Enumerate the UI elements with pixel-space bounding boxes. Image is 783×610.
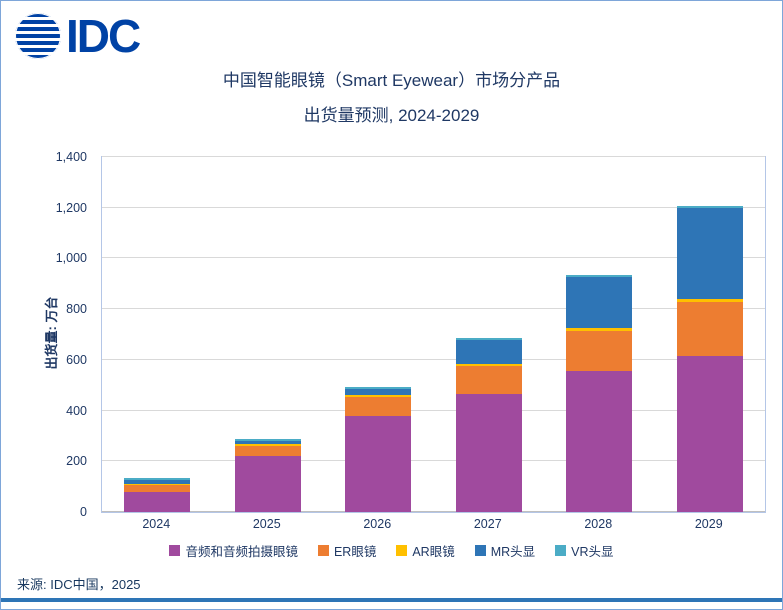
y-tick-label: 0 [80,505,87,519]
legend-swatch [169,544,181,556]
legend-item: 音频和音频拍摄眼镜 [169,541,298,560]
idc-logo-text: IDC [66,10,141,62]
chart-title-line1: 中国智能眼镜（Smart Eyewear）市场分产品 [222,71,561,90]
bar-segment [455,363,522,367]
y-tick-label: 200 [66,454,87,469]
bar-segment [124,483,191,486]
legend-swatch [396,544,408,556]
idc-logo: IDC [15,10,141,62]
bar-segment [124,491,191,512]
gridline [102,308,765,310]
bar-segment [345,396,412,416]
bar-segment [566,330,633,372]
x-tick-label: 2024 [142,517,171,531]
bar-segment [676,356,743,512]
bar-segment [455,338,522,340]
gridline [102,257,765,259]
y-tick-label: 800 [66,302,87,317]
legend-item: AR眼镜 [396,541,455,560]
bar-segment [234,456,301,512]
bar-segment [676,206,743,208]
legend-label: ER眼镜 [333,544,377,559]
source-note: 来源: IDC中国，2025 [17,577,141,592]
x-tick-label: 2029 [694,517,723,531]
y-tick-label: 400 [66,403,87,418]
y-axis-ticks: 0 200 400 600 800 1,000 1,200 1,400 [1,150,93,519]
gridline [102,511,765,512]
legend-item: ER眼镜 [317,541,377,560]
bar-segment [566,327,633,331]
bar-segment [234,439,301,441]
legend: 音频和音频拍摄眼镜 ER眼镜 AR眼镜 MR头显 VR头显 [1,541,782,559]
bar-segment [566,276,633,328]
bar-segment [345,389,412,395]
chart-title: 中国智能眼镜（Smart Eyewear）市场分产品 出货量预测, 2024-2… [1,63,782,133]
legend-swatch [317,544,329,556]
bar-segment [566,371,633,512]
bar-segment [455,366,522,395]
legend-label: MR头显 [490,544,536,559]
y-tick-label: 600 [66,352,87,367]
x-tick-label: 2025 [252,517,281,531]
gridline [102,206,765,208]
bar-segment [124,477,191,481]
x-tick-label: 2027 [473,517,502,531]
bar-segment [345,415,412,512]
bottom-accent-bar [1,598,782,602]
y-tick-label: 1,400 [55,150,87,164]
legend-item: VR头显 [555,541,614,560]
gridline [102,460,765,462]
gridline [102,156,765,157]
legend-swatch [474,544,486,556]
x-tick-label: 2028 [584,517,613,531]
x-axis-ticks: 2024 2025 2026 2027 2028 2029 [101,517,764,535]
legend-swatch [555,544,567,556]
chart-title-line2: 出货量预测, 2024-2029 [303,106,480,125]
bar-segment [124,480,191,484]
gridline [102,358,765,360]
gridline [102,409,765,411]
legend-label: 音频和音频拍摄眼镜 [185,544,298,559]
bar-segment [345,387,412,390]
idc-globe-icon [15,13,61,59]
bar-segment [124,485,191,492]
y-tick-label: 1,000 [55,251,87,266]
legend-label: VR头显 [571,544,614,559]
legend-label: AR眼镜 [412,544,455,559]
plot-area [101,156,766,513]
bar-segment [676,298,743,303]
bar-segment [234,444,301,446]
bar-segment [676,302,743,357]
bar-segment [455,339,522,364]
x-tick-label: 2026 [363,517,392,531]
bar-segment [566,274,633,277]
y-tick-label: 1,200 [55,200,87,215]
bar-segment [676,207,743,299]
bar-segment [234,445,301,457]
bar-segment [345,394,412,397]
bar-segment [234,440,301,445]
bar-segment [455,394,522,512]
legend-item: MR头显 [474,541,536,560]
